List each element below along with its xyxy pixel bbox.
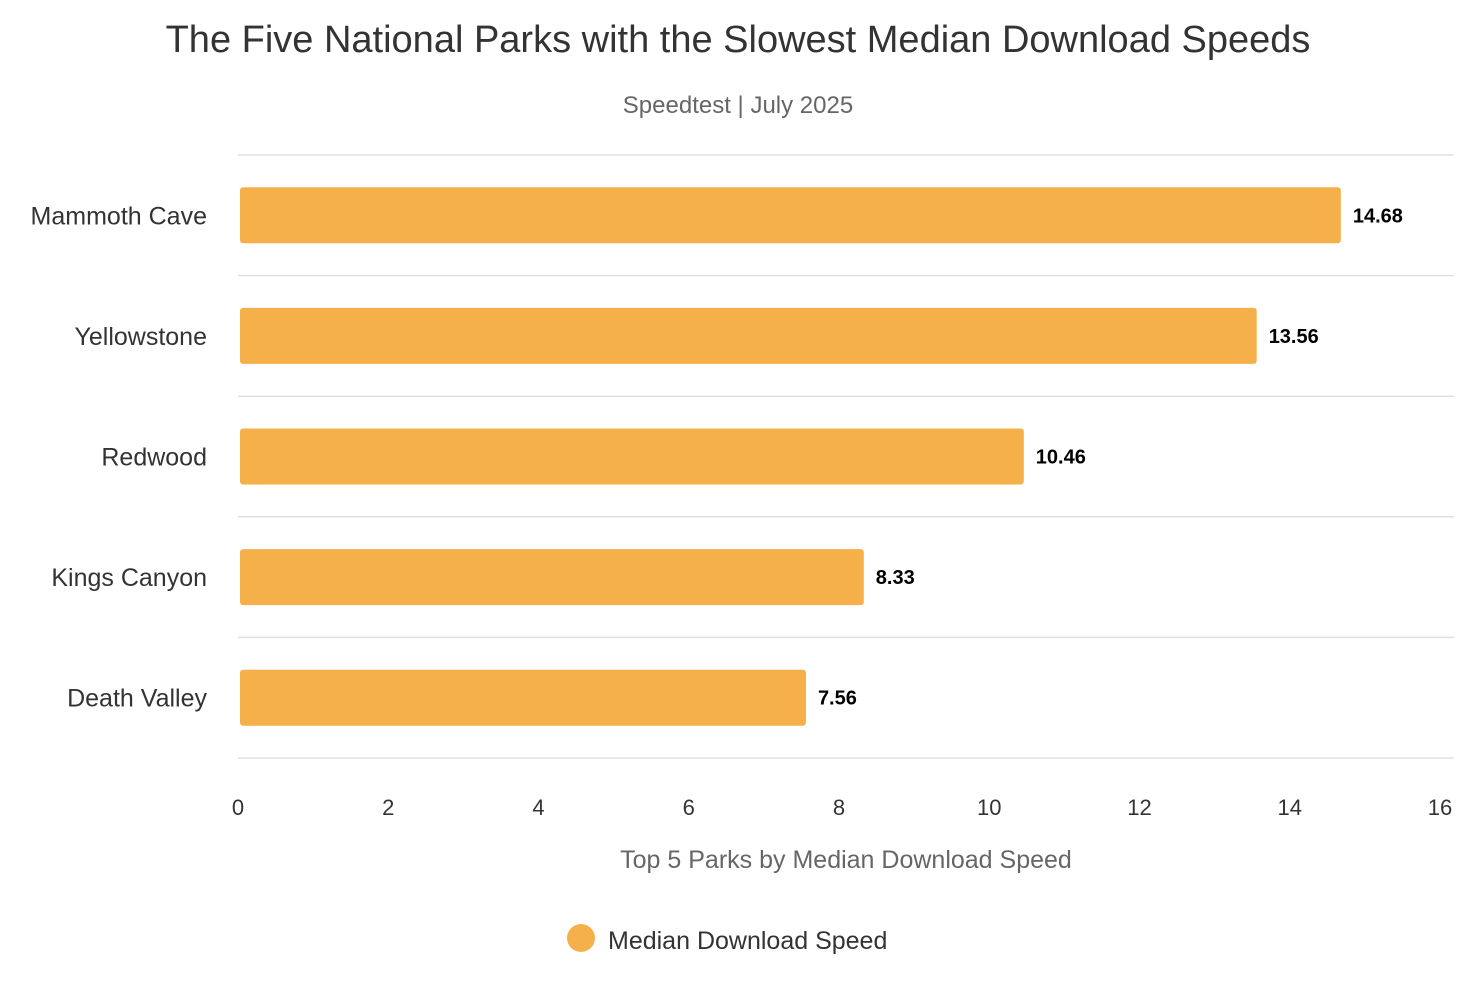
category-label: Kings Canyon (51, 564, 207, 592)
bar-kings-canyon[interactable] (240, 549, 864, 606)
x-tick-label: 2 (382, 795, 394, 820)
x-axis-ticks: 0 2 4 6 8 10 12 14 16 (232, 795, 1452, 820)
data-label: 7.56 (818, 688, 857, 710)
x-tick-label: 6 (683, 795, 695, 820)
data-label: 10.46 (1036, 447, 1086, 469)
bar-death-valley[interactable] (240, 669, 806, 726)
x-axis-title: Top 5 Parks by Median Download Speed (620, 846, 1072, 874)
data-label: 13.56 (1269, 326, 1319, 348)
x-tick-label: 10 (977, 795, 1001, 820)
x-tick-label: 16 (1428, 795, 1452, 820)
data-label: 8.33 (876, 567, 915, 589)
gridlines (238, 154, 1454, 759)
bar-redwood[interactable] (240, 428, 1024, 485)
chart-title: The Five National Parks with the Slowest… (166, 19, 1311, 61)
legend[interactable]: Median Download Speed (567, 924, 887, 955)
category-label: Yellowstone (74, 323, 207, 351)
x-tick-label: 14 (1278, 795, 1302, 820)
category-labels: Mammoth Cave Yellowstone Redwood Kings Cany… (31, 202, 208, 712)
x-tick-label: 0 (232, 795, 244, 820)
x-tick-label: 12 (1127, 795, 1151, 820)
data-labels: 14.68 13.56 10.46 8.33 7.56 (818, 205, 1403, 709)
legend-label[interactable]: Median Download Speed (608, 927, 887, 955)
category-label: Death Valley (67, 685, 207, 713)
category-label: Mammoth Cave (31, 202, 207, 230)
bar-yellowstone[interactable] (240, 307, 1257, 364)
bars (240, 187, 1341, 726)
x-tick-label: 8 (833, 795, 845, 820)
legend-marker (567, 924, 595, 952)
category-label: Redwood (101, 444, 207, 472)
chart-subtitle: Speedtest | July 2025 (623, 92, 853, 119)
data-label: 14.68 (1353, 205, 1403, 227)
bar-mammoth-cave[interactable] (240, 187, 1341, 244)
x-tick-label: 4 (532, 795, 544, 820)
